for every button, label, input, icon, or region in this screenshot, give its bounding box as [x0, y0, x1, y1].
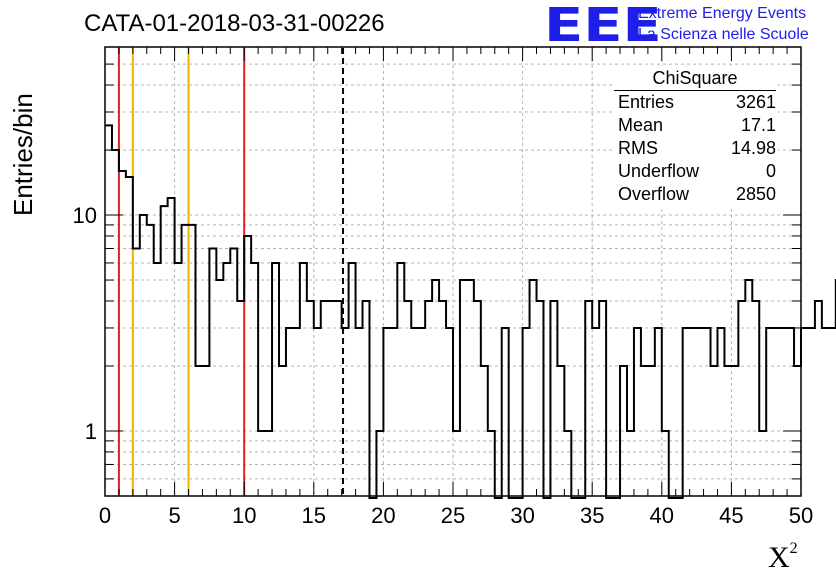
- logo-mark: EEE: [544, 0, 662, 52]
- stats-box: ChiSquare Entries 3261 Mean 17.1 RMS 14.…: [612, 66, 778, 208]
- x-tick-label: 40: [650, 503, 674, 528]
- x-tick-label: 25: [441, 503, 465, 528]
- eee-logo: EEE Extreme Energy Events La Scienza nel…: [544, 0, 836, 52]
- x-tick-label: 20: [371, 503, 395, 528]
- stats-title-underline: [614, 90, 776, 91]
- stats-key: Underflow: [618, 161, 700, 181]
- stats-row-mean: Mean 17.1: [618, 115, 776, 138]
- stats-value: 3261: [735, 92, 776, 112]
- stats-key: Overflow: [618, 184, 690, 204]
- stats-title: ChiSquare: [652, 68, 738, 88]
- x-tick-label: 30: [510, 503, 534, 528]
- stats-row-underflow: Underflow 0: [618, 161, 776, 184]
- x-tick-label: 10: [232, 503, 256, 528]
- y-axis-label: Entries/bin: [8, 93, 38, 216]
- logo-line-2: La Scienza nelle Scuole: [638, 26, 809, 43]
- y-tick-label: 1: [85, 419, 97, 444]
- stats-value: 2850: [735, 184, 776, 204]
- stats-row-overflow: Overflow 2850: [618, 184, 776, 207]
- histogram-series: [105, 124, 836, 499]
- x-tick-label: 15: [302, 503, 326, 528]
- stats-key: Entries: [618, 92, 675, 112]
- stats-row-entries: Entries 3261: [618, 92, 776, 115]
- stats-value: 17.1: [740, 115, 776, 135]
- stats-key: Mean: [618, 115, 664, 135]
- x-tick-label: 5: [168, 503, 180, 528]
- y-tick-label: 10: [73, 203, 97, 228]
- stats-key: RMS: [618, 138, 658, 158]
- x-tick-label: 45: [719, 503, 743, 528]
- stats-value: 14.98: [730, 138, 776, 158]
- logo-line-1: Extreme Energy Events: [638, 5, 807, 22]
- plot-title: CATA-01-2018-03-31-00226: [84, 10, 385, 37]
- stats-value: 0: [765, 161, 776, 181]
- x-axis-label: X2: [768, 540, 798, 574]
- x-tick-label: 50: [789, 503, 813, 528]
- stats-row-rms: RMS 14.98: [618, 138, 776, 161]
- x-tick-label: 35: [580, 503, 604, 528]
- x-tick-label: 0: [99, 503, 111, 528]
